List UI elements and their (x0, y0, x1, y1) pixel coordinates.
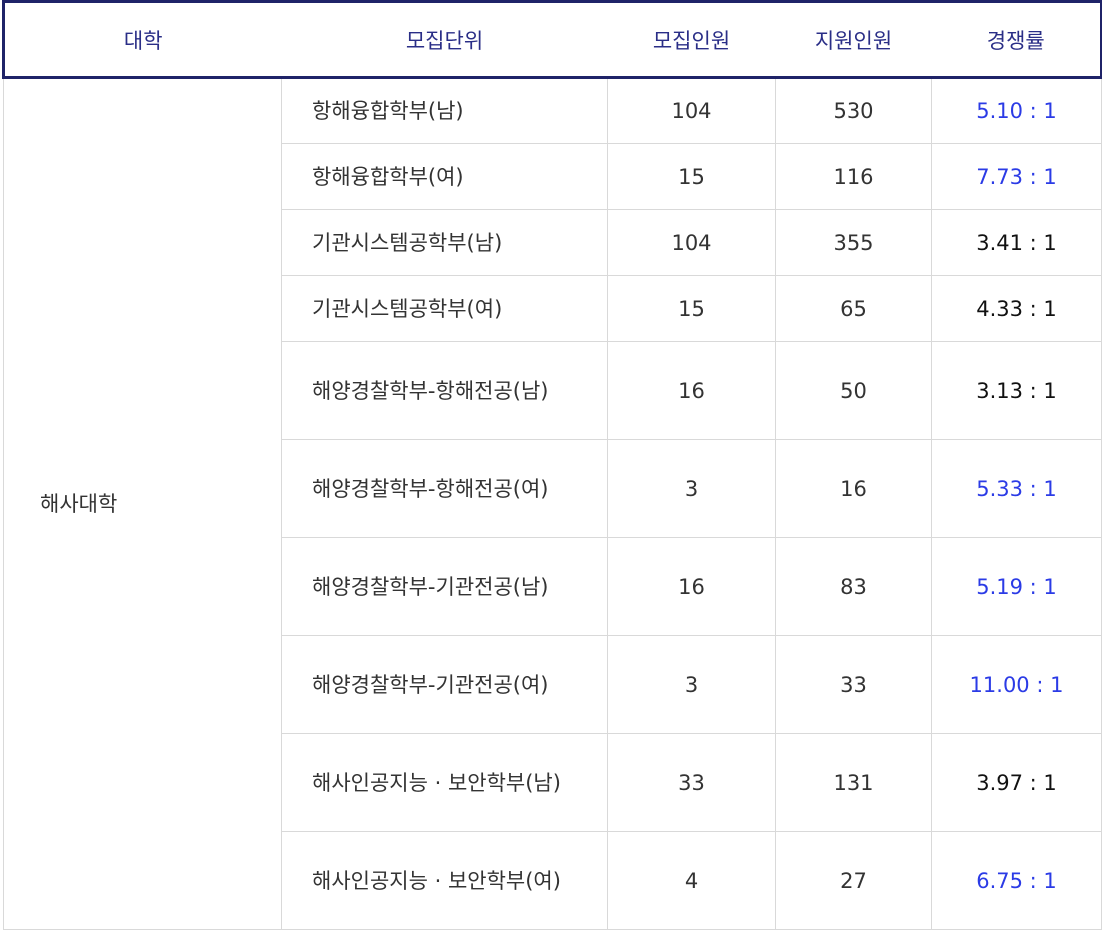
header-competition-rate: 경쟁률 (931, 0, 1102, 79)
quota-cell: 104 (607, 209, 776, 276)
table-row: 기관시스템공학부(남) 104 355 3.41 : 1 (4, 209, 1102, 276)
quota-cell: 15 (607, 143, 776, 210)
quota-cell: 15 (607, 275, 776, 342)
competition-rate-cell: 6.75 : 1 (931, 831, 1102, 930)
competition-rate-cell: 5.19 : 1 (931, 537, 1102, 636)
competition-rate-cell: 3.13 : 1 (931, 341, 1102, 440)
competition-rate-cell: 5.10 : 1 (931, 77, 1102, 144)
table-body: 해사대학 항해융합학부(남) 104 530 5.10 : 1 항해융합학부(여) 15 11… (3, 77, 1102, 930)
recruitment-unit-cell: 항해융합학부(남) (281, 77, 608, 144)
applicants-cell: 16 (775, 439, 932, 538)
recruitment-unit-cell: 기관시스템공학부(여) (281, 275, 608, 342)
applicants-cell: 65 (775, 275, 932, 342)
table-row: 기관시스템공학부(여) 15 65 4.33 : 1 (4, 275, 1102, 342)
quota-cell: 3 (607, 635, 776, 734)
table-row: 해사인공지능 · 보안학부(남) 33 131 3.97 : 1 (4, 733, 1102, 832)
competition-rate-cell: 11.00 : 1 (931, 635, 1102, 734)
competition-rate-cell: 4.33 : 1 (931, 275, 1102, 342)
recruitment-unit-cell: 해양경찰학부-기관전공(여) (281, 635, 608, 734)
recruitment-unit-cell: 해사인공지능 · 보안학부(여) (281, 831, 608, 930)
applicants-cell: 83 (775, 537, 932, 636)
table-row: 해양경찰학부-항해전공(남) 16 50 3.13 : 1 (4, 341, 1102, 440)
applicants-cell: 530 (775, 77, 932, 144)
header-recruitment-unit: 모집단위 (281, 0, 608, 79)
quota-cell: 16 (607, 341, 776, 440)
applicants-cell: 50 (775, 341, 932, 440)
table-row: 해양경찰학부-기관전공(여) 3 33 11.00 : 1 (4, 635, 1102, 734)
applicants-cell: 116 (775, 143, 932, 210)
table-header: 대학 모집단위 모집인원 지원인원 경쟁률 (2, 0, 1102, 79)
recruitment-unit-cell: 기관시스템공학부(남) (281, 209, 608, 276)
quota-cell: 33 (607, 733, 776, 832)
quota-cell: 3 (607, 439, 776, 538)
table-row: 해양경찰학부-기관전공(남) 16 83 5.19 : 1 (4, 537, 1102, 636)
header-university: 대학 (2, 0, 282, 79)
header-row: 대학 모집단위 모집인원 지원인원 경쟁률 (2, 0, 1102, 79)
recruitment-unit-cell: 해사인공지능 · 보안학부(남) (281, 733, 608, 832)
competition-rate-cell: 3.97 : 1 (931, 733, 1102, 832)
competition-rate-cell: 3.41 : 1 (931, 209, 1102, 276)
competition-rate-cell: 7.73 : 1 (931, 143, 1102, 210)
recruitment-unit-cell: 해양경찰학부-항해전공(남) (281, 341, 608, 440)
recruitment-unit-cell: 해양경찰학부-기관전공(남) (281, 537, 608, 636)
applicants-cell: 27 (775, 831, 932, 930)
table-row: 해사대학 항해융합학부(남) 104 530 5.10 : 1 (3, 77, 1102, 930)
header-applicants: 지원인원 (775, 0, 932, 79)
quota-cell: 16 (607, 537, 776, 636)
recruitment-unit-cell: 해양경찰학부-항해전공(여) (281, 439, 608, 538)
applicants-cell: 33 (775, 635, 932, 734)
competition-rate-cell: 5.33 : 1 (931, 439, 1102, 538)
recruitment-unit-cell: 항해융합학부(여) (281, 143, 608, 210)
quota-cell: 104 (607, 77, 776, 144)
applicants-cell: 131 (775, 733, 932, 832)
university-cell: 해사대학 (3, 77, 282, 930)
header-quota: 모집인원 (607, 0, 776, 79)
quota-cell: 4 (607, 831, 776, 930)
table-row: 해양경찰학부-항해전공(여) 3 16 5.33 : 1 (4, 439, 1102, 538)
applicants-cell: 355 (775, 209, 932, 276)
